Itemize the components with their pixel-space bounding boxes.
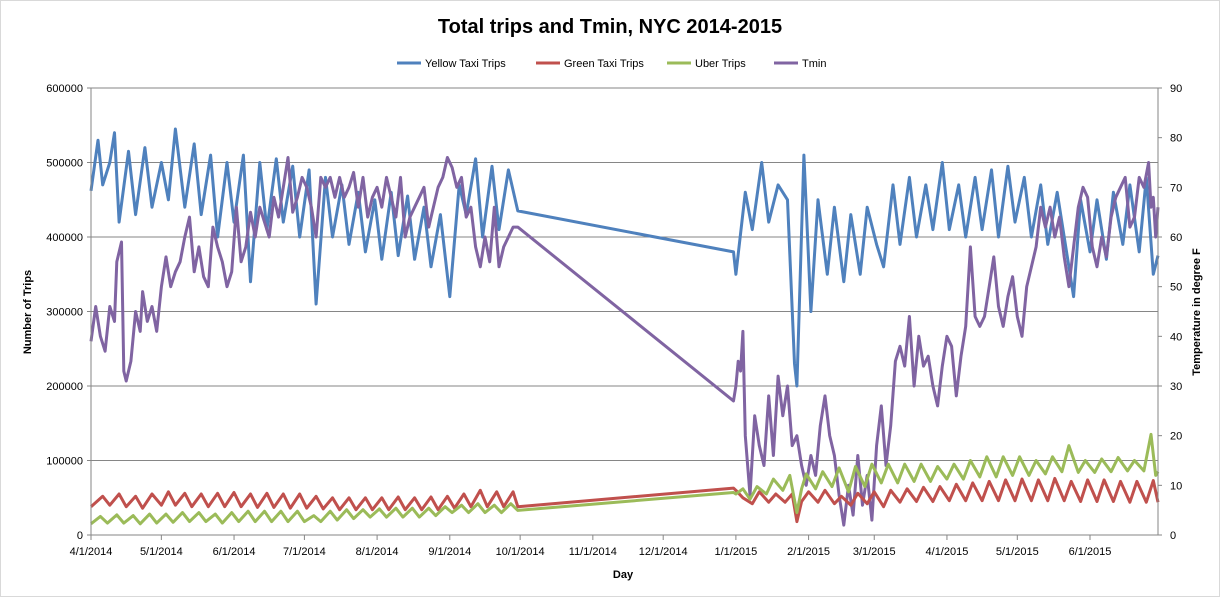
- series-line-green-taxi-trips: [90, 476, 1160, 524]
- x-tick-label: 10/1/2014: [496, 546, 545, 558]
- y-tick-label: 300000: [46, 307, 83, 319]
- y2-tick-label: 80: [1170, 133, 1182, 145]
- legend-label: Uber Trips: [695, 58, 746, 70]
- legend-label: Yellow Taxi Trips: [425, 58, 506, 70]
- y2-axis-title: Temperature in degree F: [1191, 248, 1203, 376]
- x-tick-label: 12/1/2014: [639, 546, 688, 558]
- x-tick-label: 5/1/2014: [140, 546, 183, 558]
- legend-label: Green Taxi Trips: [564, 58, 644, 70]
- x-tick-label: 6/1/2015: [1069, 546, 1112, 558]
- y-tick-label: 0: [77, 530, 83, 542]
- y2-tick-label: 60: [1170, 232, 1182, 244]
- axes: 0 100000 200000 300000 400000 500000 600000 0 10…: [46, 83, 1182, 558]
- series-group: [89, 127, 1160, 527]
- y2-tick-label: 20: [1170, 431, 1182, 443]
- series-line-yellow-taxi-trips: [89, 127, 1160, 388]
- x-tick-label: 2/1/2015: [787, 546, 830, 558]
- y-tick-label: 200000: [46, 381, 83, 393]
- y2-tick-label: 30: [1170, 381, 1182, 393]
- x-tick-label: 1/1/2015: [714, 546, 757, 558]
- x-tick-label: 8/1/2014: [356, 546, 399, 558]
- y-tick-label: 400000: [46, 232, 83, 244]
- y2-tick-label: 70: [1170, 182, 1182, 194]
- series-line-uber-trips: [90, 432, 1160, 526]
- y-tick-label: 600000: [46, 83, 83, 95]
- legend: Yellow Taxi Trips Green Taxi Trips Uber Tr…: [397, 58, 826, 70]
- y-axis-title: Number of Trips: [22, 270, 34, 354]
- x-tick-label: 4/1/2014: [70, 546, 113, 558]
- series-line-tmin: [89, 156, 1160, 527]
- y2-tick-label: 40: [1170, 331, 1182, 343]
- x-tick-label: 3/1/2015: [853, 546, 896, 558]
- x-tick-label: 7/1/2014: [283, 546, 326, 558]
- y2-tick-label: 10: [1170, 480, 1182, 492]
- x-axis-title: Day: [613, 569, 634, 581]
- y-tick-label: 100000: [46, 456, 83, 468]
- chart-title: Total trips and Tmin, NYC 2014-2015: [438, 16, 782, 38]
- x-tick-label: 4/1/2015: [926, 546, 969, 558]
- legend-label: Tmin: [802, 58, 826, 70]
- y2-tick-label: 90: [1170, 83, 1182, 95]
- x-tick-label: 11/1/2014: [569, 546, 617, 558]
- y2-tick-label: 50: [1170, 282, 1182, 294]
- x-tick-label: 9/1/2014: [428, 546, 471, 558]
- x-tick-label: 5/1/2015: [996, 546, 1039, 558]
- y-tick-label: 500000: [46, 158, 83, 170]
- y2-tick-label: 0: [1170, 530, 1176, 542]
- x-tick-label: 6/1/2014: [213, 546, 256, 558]
